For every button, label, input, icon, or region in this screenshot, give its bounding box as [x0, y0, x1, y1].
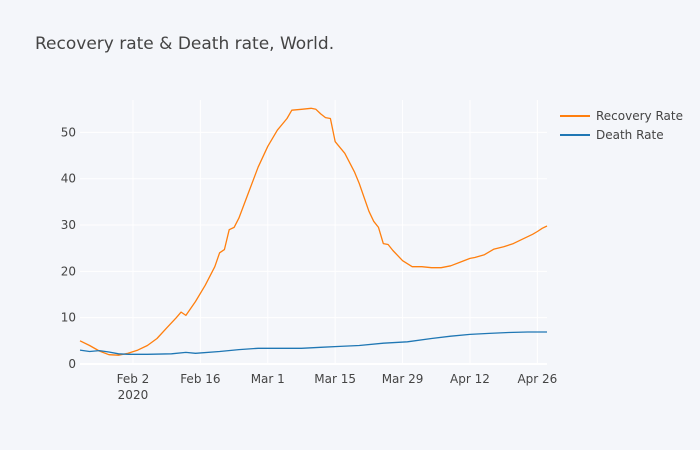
x-tick-label: Mar 29	[382, 372, 424, 386]
x-tick-label: Apr 26	[517, 372, 557, 386]
y-axis-ticks: 0 10 20 30 40 50	[61, 125, 76, 371]
y-tick-label: 50	[61, 125, 76, 139]
legend-label-recovery: Recovery Rate	[596, 108, 683, 123]
legend-item-death-rate[interactable]: Death Rate	[560, 125, 683, 144]
y-tick-label: 10	[61, 311, 76, 325]
legend-swatch-recovery	[560, 114, 590, 117]
x-tick-label: Feb 2	[117, 372, 150, 386]
legend-label-death: Death Rate	[596, 127, 664, 142]
x-tick-sublabel: 2020	[118, 388, 149, 402]
x-tick-label: Apr 12	[450, 372, 490, 386]
legend-item-recovery-rate[interactable]: Recovery Rate	[560, 106, 683, 125]
series-line-recovery-rate[interactable]	[79, 107, 548, 356]
series-lines	[79, 107, 548, 356]
x-tick-label: Mar 1	[251, 372, 285, 386]
y-tick-label: 30	[61, 218, 76, 232]
grid-lines	[80, 100, 547, 365]
x-axis-ticks: Feb 2 2020 Feb 16 Mar 1 Mar 15 Mar 29 Apr 12 Ap…	[117, 372, 558, 402]
chart-title: Recovery rate & Death rate, World.	[35, 34, 335, 54]
x-tick-label: Feb 16	[180, 372, 220, 386]
legend-swatch-death	[560, 133, 590, 136]
legend[interactable]: Recovery Rate Death Rate	[560, 106, 683, 144]
y-tick-label: 40	[61, 172, 76, 186]
y-tick-label: 20	[61, 264, 76, 278]
x-tick-label: Mar 15	[314, 372, 356, 386]
y-tick-label: 0	[68, 357, 76, 371]
series-line-death-rate[interactable]	[79, 331, 547, 355]
